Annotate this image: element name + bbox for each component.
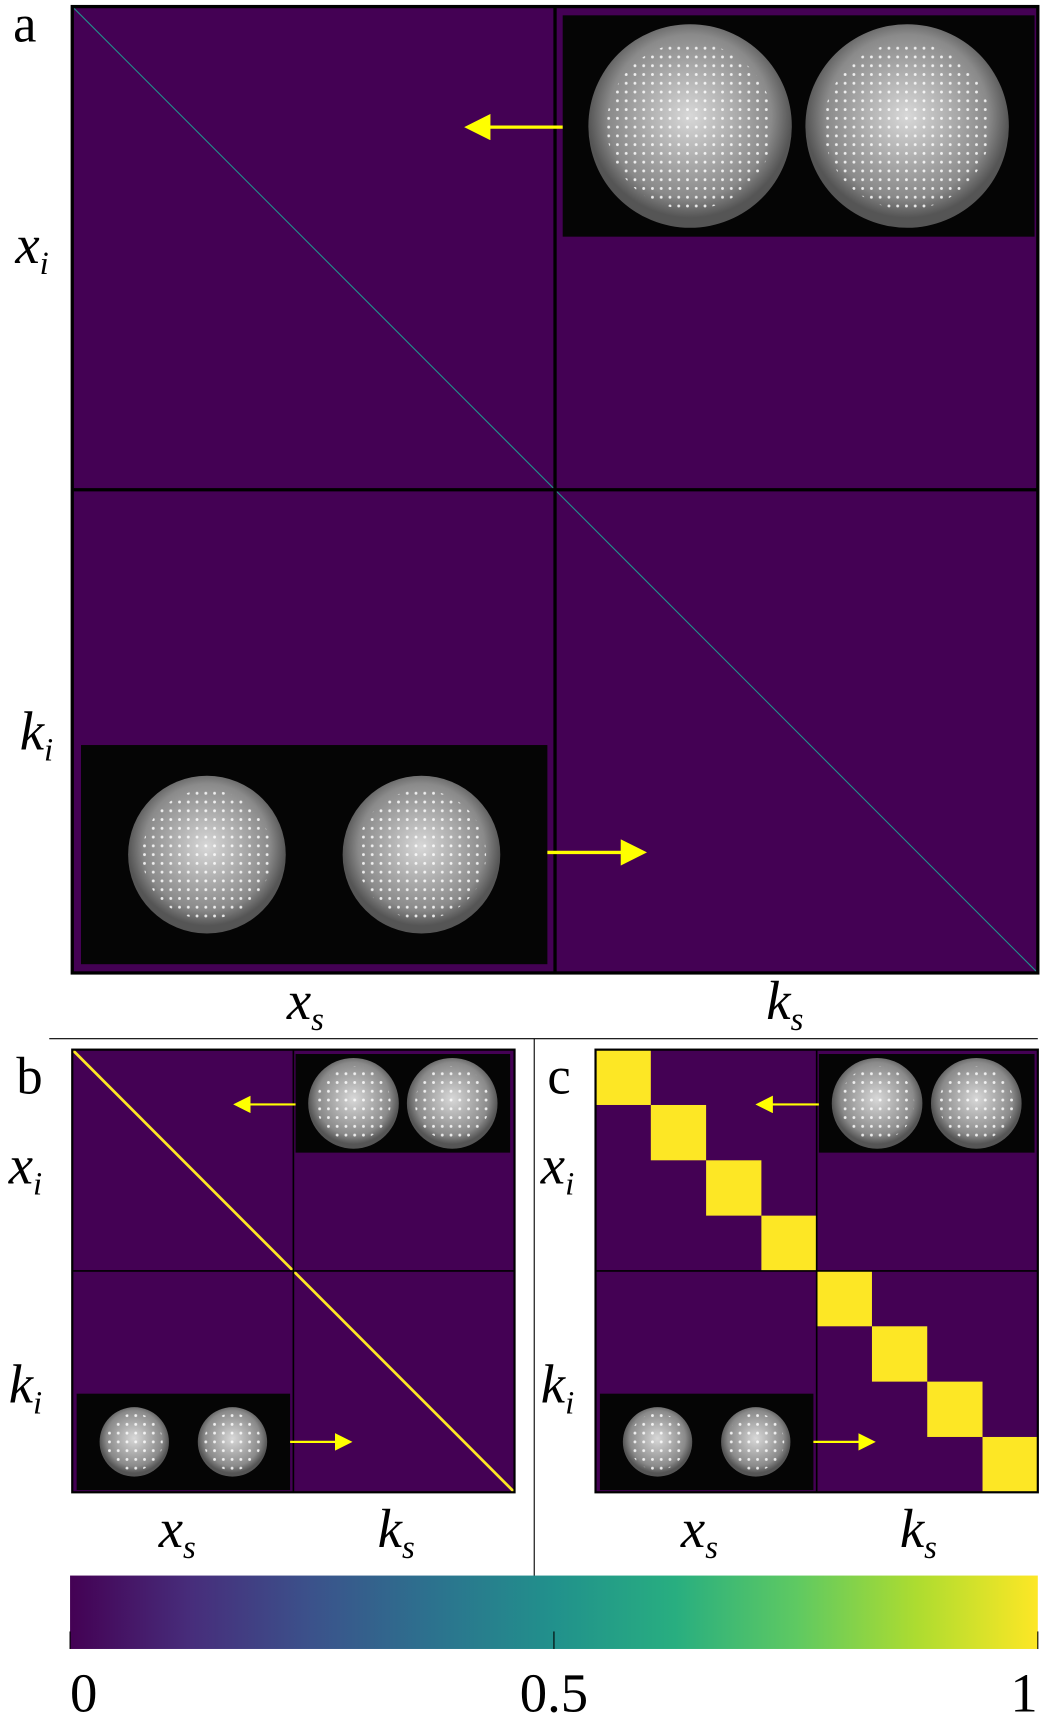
label-base: k	[766, 970, 792, 1031]
figure: axikixsksbxikixskscxikixsks00.51	[0, 0, 1040, 1718]
colorbar-tick-label: 1	[1010, 1662, 1037, 1718]
label-base: k	[378, 1498, 404, 1559]
spot-array	[142, 790, 271, 919]
heatmap-block	[651, 1105, 706, 1160]
axis-label: ki	[541, 1353, 574, 1421]
label-sub: i	[44, 732, 53, 768]
label-base: x	[286, 970, 311, 1031]
axis-label: ki	[20, 700, 53, 768]
axis-label: ks	[900, 1498, 937, 1566]
heatmap-block	[817, 1271, 872, 1326]
spot-array	[106, 1413, 163, 1470]
label-sub: s	[791, 1002, 804, 1038]
spot-array	[357, 790, 486, 919]
heatmap-block	[706, 1160, 761, 1215]
spot-array	[204, 1413, 261, 1470]
axis-label: ks	[766, 970, 803, 1038]
label-base: x	[540, 1134, 565, 1195]
heatmap-block	[927, 1382, 982, 1437]
label-base: x	[8, 1134, 33, 1195]
axis-label: ks	[378, 1498, 415, 1566]
label-base: x	[158, 1498, 183, 1559]
label-sub: s	[705, 1530, 718, 1566]
label-sub: i	[40, 246, 49, 282]
label-base: k	[9, 1353, 35, 1414]
spot-array	[415, 1066, 489, 1140]
label-base: x	[14, 214, 39, 275]
axis-label: xi	[8, 1134, 42, 1202]
panel-label: b	[16, 1047, 42, 1105]
label-sub: i	[565, 1385, 574, 1421]
heatmap-block	[872, 1326, 927, 1381]
spot-array	[727, 1413, 784, 1470]
spot-array	[824, 43, 991, 210]
spot-array	[316, 1066, 390, 1140]
label-base: k	[20, 700, 46, 761]
heatmap-block	[596, 1050, 651, 1105]
heatmap-block	[983, 1437, 1038, 1492]
spot-array	[939, 1066, 1013, 1140]
label-sub: i	[565, 1166, 574, 1202]
axis-label: ki	[9, 1353, 42, 1421]
axis-label: xs	[680, 1498, 718, 1566]
axis-label: xi	[540, 1134, 574, 1202]
label-sub: s	[924, 1530, 937, 1566]
label-sub: s	[402, 1530, 415, 1566]
panel-label: c	[547, 1047, 570, 1105]
label-base: x	[680, 1498, 705, 1559]
axis-label: xi	[14, 214, 48, 282]
axis-label: xs	[286, 970, 324, 1038]
label-base: k	[541, 1353, 567, 1414]
panel-label: a	[13, 0, 36, 54]
spot-array	[607, 43, 774, 210]
label-sub: i	[33, 1166, 42, 1202]
spot-array	[840, 1066, 914, 1140]
heatmap-block	[761, 1216, 816, 1271]
page: {"chart_data": [ {"type": "heatmap", "pa…	[0, 0, 1040, 1718]
label-base: k	[900, 1498, 926, 1559]
spot-array	[629, 1413, 686, 1470]
label-sub: s	[311, 1002, 324, 1038]
axis-label: xs	[158, 1498, 196, 1566]
label-sub: s	[183, 1530, 196, 1566]
colorbar-tick-label: 0.5	[520, 1662, 588, 1718]
label-sub: i	[33, 1385, 42, 1421]
colorbar-tick-label: 0	[70, 1662, 97, 1718]
